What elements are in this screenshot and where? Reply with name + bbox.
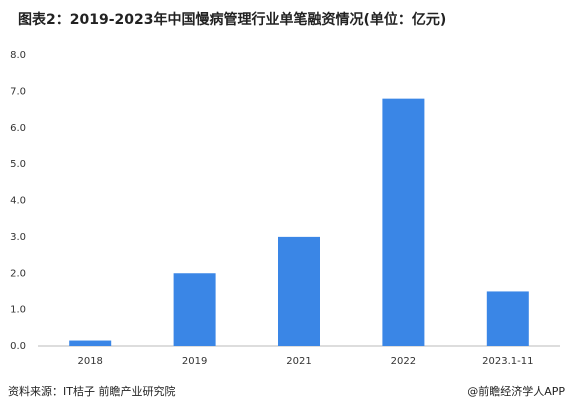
bar [382, 98, 425, 347]
y-tick-label: 1.0 [10, 305, 26, 316]
source: 资料来源：IT桔子 前瞻产业研究院 [8, 384, 175, 398]
y-tick-label: 7.0 [10, 86, 26, 97]
y-tick-label: 4.0 [10, 196, 26, 207]
y-tick-label: 3.0 [10, 232, 26, 243]
y-tick-label: 0.0 [10, 341, 26, 352]
x-tick-label: 2018 [77, 356, 102, 367]
y-tick-label: 6.0 [10, 123, 26, 134]
bar [173, 273, 216, 346]
y-tick-label: 5.0 [10, 159, 26, 170]
chart-title: 图表2：2019-2023年中国慢病管理行业单笔融资情况(单位：亿元) [18, 11, 446, 28]
y-tick-label: 8.0 [10, 50, 26, 61]
bar [69, 340, 112, 346]
x-tick-label: 2022 [391, 356, 416, 367]
bar [278, 236, 320, 346]
x-tick-label: 2021 [286, 356, 311, 367]
y-tick-label: 2.0 [10, 268, 26, 279]
credit: @前瞻经济学人APP [467, 384, 565, 398]
bar [486, 291, 529, 346]
x-tick-label: 2023.1-11 [482, 356, 533, 367]
x-tick-label: 2019 [182, 356, 207, 367]
